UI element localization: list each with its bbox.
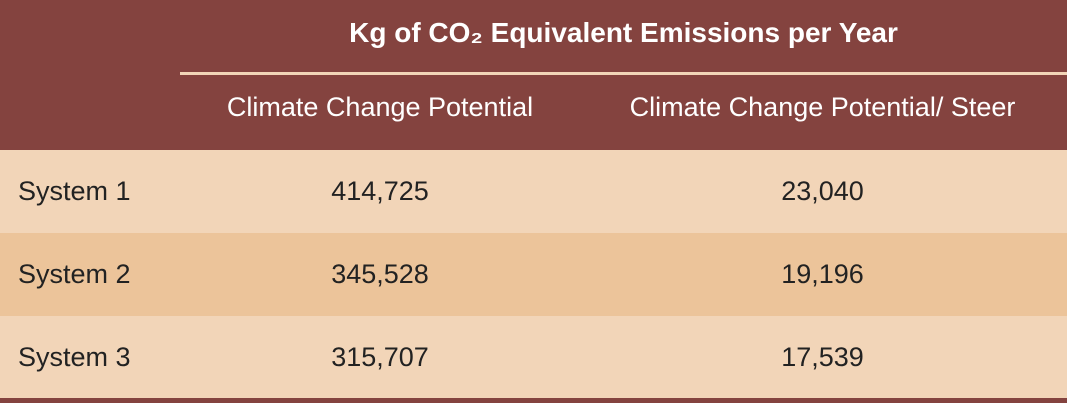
row-label: System 2 xyxy=(18,259,131,289)
cell: 414,725 xyxy=(331,176,429,206)
table-row: System 3 315,707 17,539 xyxy=(0,316,1067,398)
cell: 23,040 xyxy=(781,176,864,206)
cell: 19,196 xyxy=(781,259,864,289)
row-label: System 1 xyxy=(18,176,131,206)
table-row: System 2 345,528 19,196 xyxy=(0,233,1067,316)
title-rule xyxy=(180,72,1067,75)
cell: 345,528 xyxy=(331,259,429,289)
table-row: System 1 414,725 23,040 xyxy=(0,150,1067,233)
table-title: Kg of CO₂ Equivalent Emissions per Year xyxy=(349,17,898,48)
cell: 315,707 xyxy=(331,342,429,372)
row-label: System 3 xyxy=(18,342,131,372)
column-header: Climate Change Potential/ Steer xyxy=(629,91,1016,122)
cell: 17,539 xyxy=(781,342,864,372)
column-header: Climate Change Potential xyxy=(226,91,534,122)
